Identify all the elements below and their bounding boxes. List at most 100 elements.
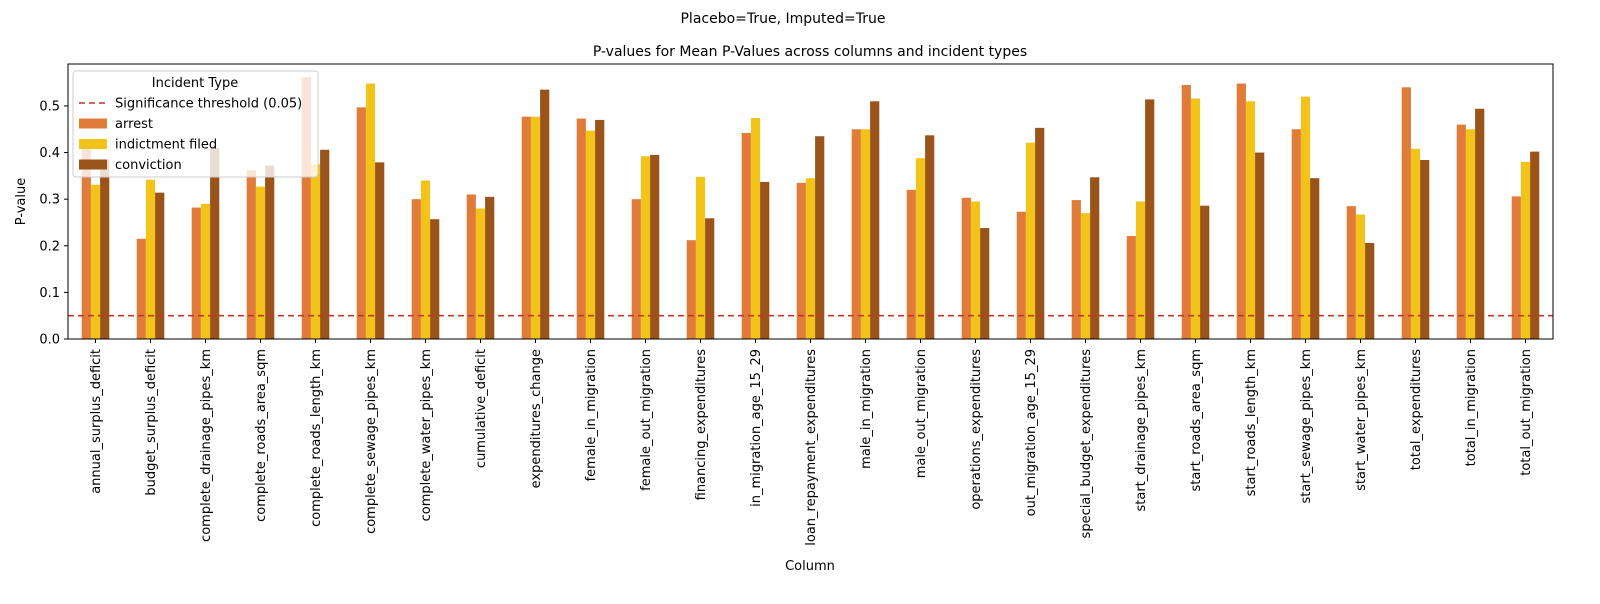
bar-conviction [650, 154, 660, 339]
bar-conviction [925, 135, 935, 339]
legend-swatch-arrest [79, 118, 107, 129]
legend-label-indictment-filed: indictment filed [115, 138, 217, 153]
bar-arrest [1126, 235, 1136, 339]
bar-indictment-filed [805, 178, 816, 339]
bar-arrest [741, 132, 751, 339]
bar-conviction [760, 181, 770, 339]
legend-title: Incident Type [152, 76, 238, 91]
bar-conviction [430, 219, 440, 339]
x-tick-label: cumulative_deficit [474, 349, 489, 468]
bar-arrest [1456, 124, 1466, 339]
x-axis: annual_surplus_deficit budget_surplus_def… [89, 339, 1534, 546]
bar-arrest [136, 238, 146, 339]
x-tick-label: out_migration_age_15_29 [1024, 349, 1039, 516]
x-tick-label: start_sewage_pipes_km [1299, 349, 1314, 503]
bar-indictment-filed [1465, 129, 1476, 339]
chart-title: P-values for Mean P-Values across column… [593, 44, 1027, 60]
bar-arrest [81, 147, 91, 339]
bar-arrest [356, 107, 366, 339]
bars-group [81, 77, 1540, 340]
bar-conviction [870, 101, 880, 339]
legend-swatch-conviction [79, 159, 107, 170]
bar-conviction [1420, 160, 1430, 339]
bar-arrest [1071, 200, 1081, 339]
bar-conviction [210, 147, 220, 339]
bar-arrest [1511, 196, 1521, 339]
bar-conviction [1090, 177, 1100, 339]
bar-conviction [540, 89, 550, 339]
bar-conviction [1200, 205, 1210, 339]
bar-arrest [631, 199, 641, 339]
bar-indictment-filed [1190, 98, 1201, 340]
bar-indictment-filed [1410, 148, 1421, 339]
x-tick-label: start_roads_area_sqm [1189, 349, 1204, 491]
bar-conviction [1530, 151, 1540, 339]
x-tick-label: total_out_migration [1519, 349, 1534, 476]
bar-arrest [191, 207, 201, 339]
x-tick-label: male_out_migration [914, 349, 929, 478]
bar-arrest [576, 118, 586, 339]
bar-indictment-filed [970, 201, 981, 339]
legend-threshold-label: Significance threshold (0.05) [115, 97, 302, 112]
bar-arrest [796, 182, 806, 339]
bar-arrest [1401, 87, 1411, 339]
bar-conviction [375, 162, 385, 339]
bar-arrest [246, 170, 256, 339]
bar-arrest [521, 116, 531, 339]
legend-swatch-indictment-filed [79, 139, 107, 149]
bar-indictment-filed [1355, 214, 1366, 339]
x-tick-label: total_in_migration [1464, 349, 1479, 466]
y-axis-label: P-value [14, 178, 29, 225]
bar-arrest [1346, 206, 1356, 339]
bar-indictment-filed [310, 164, 321, 339]
bar-arrest [686, 240, 696, 339]
x-tick-label: budget_surplus_deficit [144, 349, 159, 496]
y-tick-label: 0.5 [39, 99, 60, 114]
bar-conviction [980, 228, 990, 339]
x-tick-label: start_roads_length_km [1244, 349, 1259, 496]
x-tick-label: loan_repayment_expenditures [804, 349, 819, 546]
chart-suptitle: Placebo=True, Imputed=True [680, 11, 885, 27]
x-tick-label: complete_drainage_pipes_km [199, 349, 214, 542]
bar-indictment-filed [365, 83, 376, 340]
legend: Incident Type Significance threshold (0.0… [72, 70, 319, 178]
bar-arrest [906, 189, 916, 339]
bar-indictment-filed [1135, 201, 1146, 339]
bar-indictment-filed [640, 156, 651, 339]
x-axis-label: Column [785, 559, 835, 574]
y-axis: 0.0 0.1 0.2 0.3 0.4 0.5 [39, 99, 68, 348]
bar-conviction [705, 218, 715, 339]
bar-indictment-filed [860, 129, 871, 339]
bar-indictment-filed [585, 130, 596, 339]
bar-arrest [1236, 83, 1246, 340]
x-tick-label: complete_sewage_pipes_km [364, 349, 379, 534]
bar-conviction [100, 159, 110, 339]
bar-arrest [466, 194, 476, 339]
legend-box [72, 70, 319, 178]
bar-conviction [155, 192, 165, 339]
bar-conviction [265, 165, 275, 339]
bar-conviction [1475, 108, 1485, 340]
bar-indictment-filed [145, 179, 156, 339]
bar-conviction [1310, 178, 1320, 339]
x-tick-label: complete_roads_length_km [309, 349, 324, 527]
x-tick-label: start_drainage_pipes_km [1134, 349, 1149, 512]
bar-indictment-filed [530, 116, 541, 339]
bar-indictment-filed [1300, 96, 1311, 339]
x-tick-label: expenditures_change [529, 349, 544, 488]
x-tick-label: total_expenditures [1409, 349, 1424, 470]
x-tick-label: complete_water_pipes_km [419, 349, 434, 521]
x-tick-label: financing_expenditures [694, 349, 709, 501]
x-tick-label: in_migration_age_15_29 [749, 349, 764, 507]
bar-arrest [301, 77, 311, 340]
x-tick-label: male_in_migration [859, 349, 874, 469]
y-tick-label: 0.1 [39, 286, 60, 301]
bar-arrest [411, 199, 421, 339]
bar-conviction [1365, 242, 1375, 339]
bar-conviction [1255, 152, 1265, 339]
x-tick-label: start_water_pipes_km [1354, 349, 1369, 491]
bar-indictment-filed [90, 184, 101, 339]
x-tick-label: operations_expenditures [969, 349, 984, 510]
